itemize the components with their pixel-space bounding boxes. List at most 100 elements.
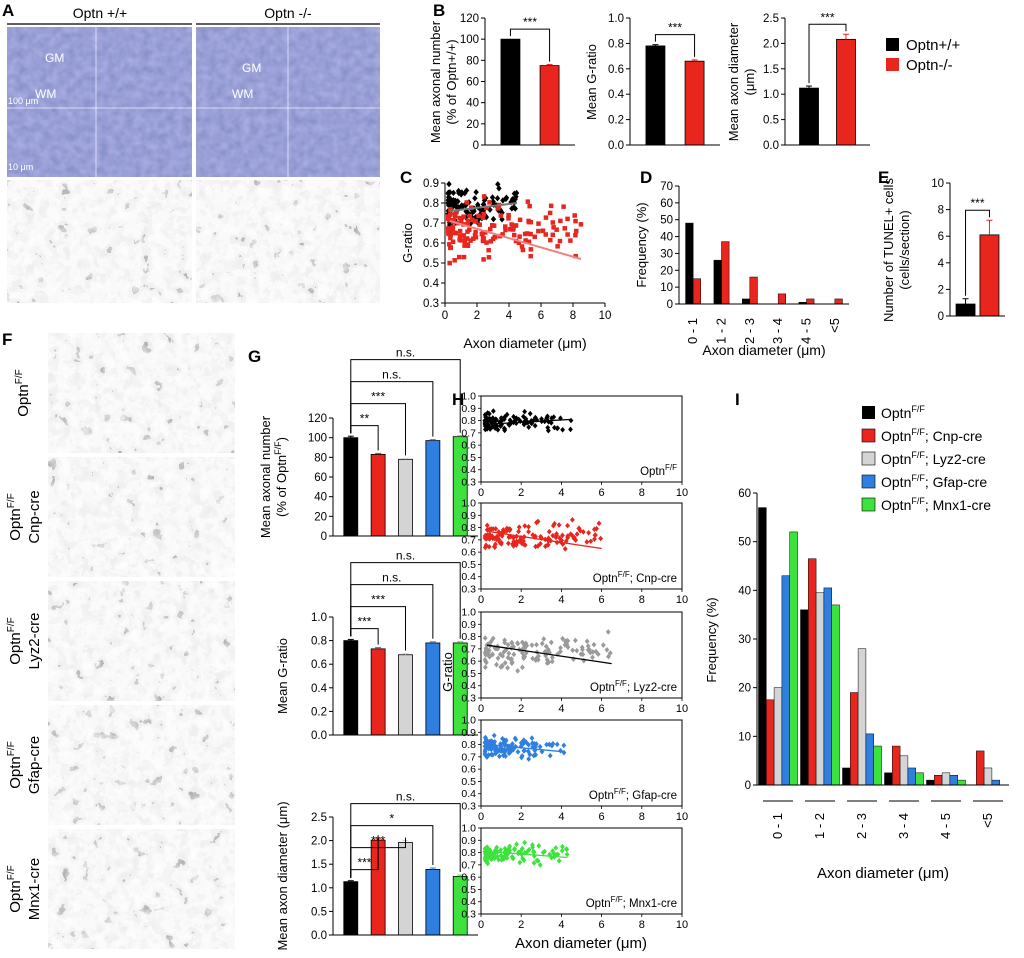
y-tick-label: 1.0 xyxy=(461,498,476,510)
y-tick-label: 40 xyxy=(314,492,327,504)
x-tick-label: 0 xyxy=(478,919,484,931)
significance-bracket xyxy=(350,381,434,437)
scatter-point xyxy=(522,747,527,754)
scatter-point xyxy=(464,200,470,205)
bar xyxy=(857,648,867,786)
bar xyxy=(758,507,767,786)
scatter-point xyxy=(572,637,578,644)
y-tick-label: 60 xyxy=(466,77,479,89)
x-tick-label: 8 xyxy=(639,487,645,499)
scatter-point xyxy=(498,423,503,429)
y-tick-label: 0.9 xyxy=(461,727,476,739)
scatter-point xyxy=(503,753,508,759)
y-tick-label: 0.6 xyxy=(608,64,624,76)
scatter-point xyxy=(457,237,462,242)
significance-bracket xyxy=(350,584,434,639)
scatter-point xyxy=(465,242,470,247)
scatter-point xyxy=(465,218,471,224)
panel-f-row-label-2: OptnF/F Cnp-cre xyxy=(6,490,43,543)
scatter-point xyxy=(564,637,570,644)
scatter-point xyxy=(565,522,570,529)
y-tick-label: 0.5 xyxy=(461,452,476,464)
scatter-point xyxy=(512,223,517,229)
scatter-point xyxy=(559,847,565,854)
scatter-point xyxy=(568,238,573,243)
legend-i-swatch-2 xyxy=(861,428,876,443)
scatter-point xyxy=(591,641,597,648)
scatter-point xyxy=(530,655,536,662)
bar xyxy=(789,531,798,786)
scatter-point xyxy=(483,230,488,235)
scatter-point xyxy=(488,746,494,753)
bar xyxy=(907,767,916,786)
y-tick-label: 0.5 xyxy=(461,559,476,571)
significance-bracket xyxy=(509,28,551,62)
scatter-point xyxy=(496,185,502,192)
bar xyxy=(713,259,722,305)
scatter-point xyxy=(544,741,550,748)
y-tick-label: 0.0 xyxy=(763,140,779,152)
y-tick-label: 0.8 xyxy=(423,198,439,210)
scatter-point xyxy=(590,654,595,661)
y-tick-label: 0.7 xyxy=(461,427,476,439)
y-tick-label: 0.6 xyxy=(461,872,476,884)
scatter-point xyxy=(482,533,488,539)
scatter-point xyxy=(489,856,494,863)
scatter-point xyxy=(555,244,560,249)
scatter-point xyxy=(455,198,461,205)
x-tick-label: 4 xyxy=(558,811,564,823)
x-tick-label: 6 xyxy=(599,594,605,606)
y-tick-label: 1.5 xyxy=(311,859,327,871)
scatter-point xyxy=(465,222,471,227)
bar xyxy=(539,65,560,146)
chart-g3: 0.00.51.01.52.02.5*******n.s.Mean axon d… xyxy=(275,790,478,951)
scatter-point xyxy=(592,532,598,538)
panel-letter: D xyxy=(640,168,652,187)
scatter-point xyxy=(486,247,491,253)
scatter-point xyxy=(472,233,478,238)
scatter-point xyxy=(530,532,536,538)
scatter-point xyxy=(517,234,522,239)
scatter-point xyxy=(498,847,504,853)
scatter-point xyxy=(463,187,470,194)
scatter-point xyxy=(503,646,509,653)
scatter-point xyxy=(492,853,497,860)
scatter-point xyxy=(536,843,542,849)
scatter-point xyxy=(491,741,496,747)
scatter-point xyxy=(504,855,510,861)
y-tick-label: 100 xyxy=(308,433,327,445)
y-tick-label: 0.7 xyxy=(423,218,439,230)
scatter-point xyxy=(447,242,452,247)
x-tick-label: 10 xyxy=(676,919,688,931)
panel-f-scale: 1 μm xyxy=(50,936,70,946)
y-axis-title: G-ratio xyxy=(440,652,455,692)
scatter-point xyxy=(568,417,574,424)
scatter-point xyxy=(477,222,483,227)
scatter-point xyxy=(456,254,462,260)
scatter-point xyxy=(574,228,579,234)
scatter-point xyxy=(570,532,575,539)
y-tick-label: 0.6 xyxy=(461,656,476,668)
y-tick-label: 0.5 xyxy=(423,258,439,270)
scatter-point xyxy=(504,525,510,532)
scatter-point xyxy=(496,753,502,760)
scatter-point xyxy=(546,646,551,653)
y-tick-label: 0 xyxy=(745,780,751,792)
panel-f-row-label-1: OptnF/F xyxy=(14,369,32,417)
panel-letter: G xyxy=(248,347,261,366)
scatter-point xyxy=(485,535,491,541)
chart-c: C 0.3 0.4 0.5 0.6 0.7 0.8 0.9 0 2 4 6 8 10 G-ratio Axon… xyxy=(400,168,611,351)
y-tick-label: 0.4 xyxy=(311,683,328,695)
y-tick-label: 0.8 xyxy=(608,38,624,50)
bar xyxy=(934,775,943,786)
scatter-point xyxy=(458,219,464,224)
scatter-point xyxy=(521,413,526,420)
scatter-point xyxy=(545,542,551,548)
y-tick-label: 120 xyxy=(308,413,327,425)
scatter-point xyxy=(446,230,451,236)
scatter-point xyxy=(507,749,513,755)
bar xyxy=(684,60,705,146)
scatter-point xyxy=(541,636,547,642)
y-tick-label: 0.2 xyxy=(311,706,327,718)
